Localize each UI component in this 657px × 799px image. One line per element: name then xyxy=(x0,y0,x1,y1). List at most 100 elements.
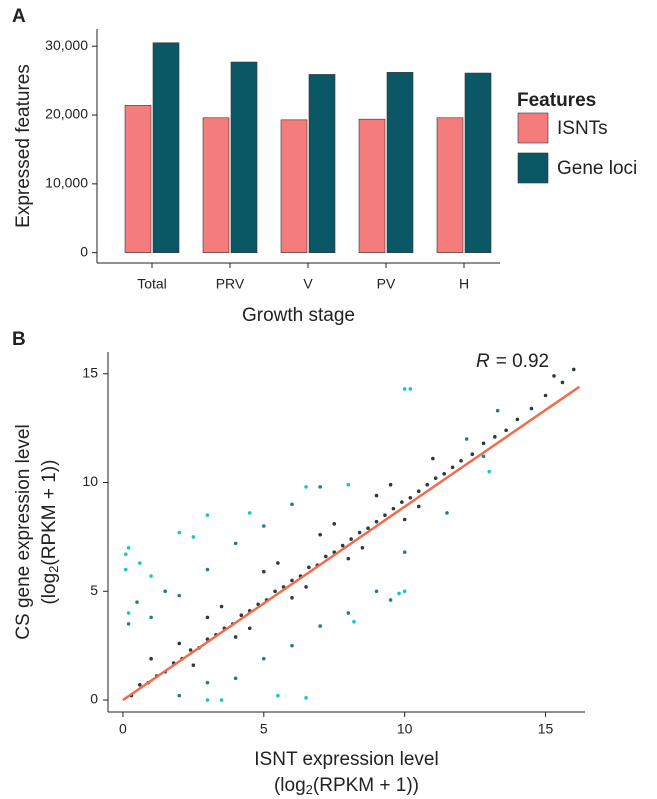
point xyxy=(360,545,365,550)
point xyxy=(247,511,252,515)
point xyxy=(402,517,407,522)
point xyxy=(408,495,413,500)
point xyxy=(205,698,210,702)
point xyxy=(304,485,308,489)
y-axis-title: Expressed features xyxy=(13,64,34,228)
bar xyxy=(230,61,258,253)
point xyxy=(126,622,131,626)
x-tick-label: Total xyxy=(137,276,167,292)
bar xyxy=(308,74,336,253)
point xyxy=(340,543,345,548)
legend-swatch xyxy=(517,152,549,184)
point xyxy=(431,456,435,461)
point xyxy=(149,656,153,661)
point xyxy=(239,613,244,618)
point xyxy=(135,600,139,604)
x-axis-title: ISNT expression level xyxy=(254,749,438,770)
point xyxy=(205,615,210,620)
point xyxy=(416,489,421,494)
fit-line xyxy=(122,385,581,702)
point xyxy=(262,524,266,528)
point xyxy=(388,598,393,602)
point xyxy=(304,585,308,589)
bar xyxy=(152,42,180,253)
point xyxy=(126,611,131,615)
legend-title: Features xyxy=(517,90,596,111)
y-tick-label: 30,000 xyxy=(45,37,88,53)
point xyxy=(177,641,182,646)
x-tick-label: 0 xyxy=(119,721,127,737)
x-tick-label: PV xyxy=(377,276,396,292)
label-part: (RPKM + 1)) xyxy=(313,775,419,796)
label-part: (log xyxy=(274,775,306,796)
point xyxy=(425,482,430,487)
y-axis-title: (log2(RPKM + 1)) xyxy=(39,459,61,604)
point xyxy=(123,567,128,572)
point xyxy=(515,417,520,422)
annotation: R = 0.92 xyxy=(476,351,549,372)
point xyxy=(529,406,534,411)
point xyxy=(464,437,469,441)
point xyxy=(346,482,351,487)
point xyxy=(481,454,486,459)
point xyxy=(481,441,486,446)
bar xyxy=(280,119,308,253)
point xyxy=(123,552,128,557)
point xyxy=(388,482,393,487)
point xyxy=(149,615,153,620)
point xyxy=(349,537,353,541)
point xyxy=(442,472,446,476)
point xyxy=(543,393,548,398)
point xyxy=(402,387,407,391)
point xyxy=(219,698,224,702)
x-axis-title: Growth stage xyxy=(242,305,355,326)
point xyxy=(276,561,280,565)
x-tick-label: PRV xyxy=(216,276,245,292)
point xyxy=(459,458,463,463)
point xyxy=(374,493,379,498)
point xyxy=(177,693,182,698)
label-part: (RPKM + 1)) xyxy=(39,459,60,565)
legend-swatch xyxy=(517,112,549,144)
point xyxy=(346,556,351,561)
point xyxy=(571,367,576,372)
point xyxy=(177,530,182,535)
point xyxy=(560,380,565,385)
panel-label: B xyxy=(12,329,26,350)
annotation-text: = 0.92 xyxy=(496,351,549,372)
point xyxy=(163,589,167,594)
point xyxy=(205,567,210,572)
y-tick-label: 5 xyxy=(90,582,98,598)
y-tick-label: 10 xyxy=(82,473,98,489)
point xyxy=(205,513,210,517)
point xyxy=(149,574,153,578)
bar xyxy=(386,72,414,253)
point xyxy=(318,624,322,628)
point xyxy=(205,680,210,685)
point xyxy=(233,635,238,639)
point xyxy=(290,578,294,583)
point xyxy=(233,541,238,546)
point xyxy=(323,554,328,559)
y-axis-title: CS gene expression level xyxy=(13,424,34,639)
point xyxy=(262,569,266,574)
y-tick-label: 10,000 xyxy=(45,175,88,191)
point xyxy=(552,374,556,378)
y-tick-label: 0 xyxy=(80,243,88,259)
point xyxy=(191,535,196,539)
point xyxy=(177,593,182,598)
panel-label: A xyxy=(12,6,26,27)
point xyxy=(318,532,322,537)
legend-label: ISNTs xyxy=(557,118,608,139)
point xyxy=(433,476,438,480)
x-tick-label: H xyxy=(459,276,469,292)
bar xyxy=(464,72,492,253)
point xyxy=(383,513,387,517)
point xyxy=(366,526,370,530)
point xyxy=(262,656,266,661)
subscript: 2 xyxy=(306,782,313,797)
point xyxy=(247,626,252,631)
point xyxy=(416,504,421,509)
point xyxy=(374,519,379,524)
point xyxy=(346,611,351,615)
